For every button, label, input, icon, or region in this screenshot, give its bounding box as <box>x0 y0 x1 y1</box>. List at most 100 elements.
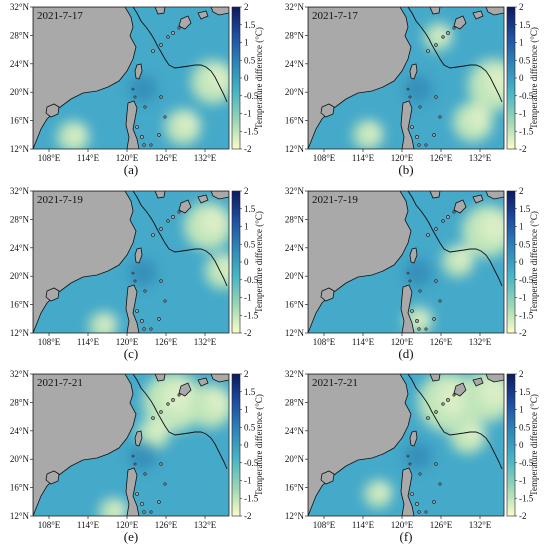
small-island <box>143 472 147 476</box>
small-island <box>434 43 438 47</box>
map-area: 2021-7-17 <box>32 6 230 150</box>
lon-tick-label: 120°E <box>116 337 139 347</box>
small-island <box>424 327 428 331</box>
small-island <box>441 219 445 223</box>
lat-tick-label: 20°N <box>10 454 30 464</box>
luzon-island <box>400 284 415 333</box>
small-island <box>446 398 450 402</box>
small-island <box>163 115 167 119</box>
lon-tick-label: 132°E <box>194 337 217 347</box>
lat-tick-label: 16°N <box>285 300 305 310</box>
kyushu-island <box>453 382 467 397</box>
small-island <box>408 95 412 99</box>
lat-tick-label: 12°N <box>285 144 305 154</box>
small-island <box>438 482 442 486</box>
small-island <box>441 35 445 39</box>
colorbar-title: Temperature difference (°C) <box>529 211 539 313</box>
warm-anomaly-field <box>89 202 229 333</box>
lat-tick-label: 24°N <box>285 243 305 253</box>
shikoku-island <box>197 10 209 20</box>
colorbar-tick-label: 1.5 <box>244 204 256 214</box>
small-island <box>135 492 139 496</box>
small-island <box>131 454 135 458</box>
map-area: 2021-7-21 <box>32 373 230 517</box>
lat-tick-label: 32°N <box>10 2 30 12</box>
small-island <box>149 143 153 147</box>
honshu-island <box>210 7 229 16</box>
lat-tick-label: 32°N <box>10 369 30 379</box>
colorbar-tick-label: 0 <box>519 73 524 83</box>
korea-coast <box>154 374 166 382</box>
map-frame <box>307 373 505 517</box>
small-island <box>159 227 163 231</box>
small-island <box>149 327 153 331</box>
korea-coast <box>429 7 441 15</box>
lat-tick-label: 32°N <box>285 369 305 379</box>
small-island <box>446 31 450 35</box>
map-area: 2021-7-19 <box>32 190 230 334</box>
small-island <box>166 402 170 406</box>
lon-tick-label: 108°E <box>38 153 61 163</box>
luzon-island <box>125 284 140 333</box>
korea-coast <box>429 374 441 382</box>
small-island <box>140 502 144 506</box>
colorbar-tick-label: -0.5 <box>519 458 534 468</box>
lon-tick-label: 108°E <box>38 520 61 530</box>
small-island <box>418 105 422 109</box>
small-island <box>131 87 135 91</box>
lon-tick-label: 132°E <box>469 153 492 163</box>
korea-coast <box>154 7 166 15</box>
small-island <box>417 327 421 331</box>
small-island <box>410 125 414 129</box>
small-island <box>140 135 144 139</box>
small-island <box>157 133 161 137</box>
colorbar-tick-label: 2 <box>519 186 524 196</box>
colorbar-tick-label: 0.5 <box>244 422 256 432</box>
map-panel: 2021-7-21 32°N 28°N 24°N 20°N 16°N 12°N 108°E 11… <box>275 367 550 551</box>
typhoon-track <box>407 191 503 287</box>
warm-anomaly-field <box>353 23 504 149</box>
lon-tick-label: 114°E <box>352 337 375 347</box>
colorbar-tick-label: 1.5 <box>519 387 531 397</box>
lat-tick-label: 12°N <box>10 328 30 338</box>
honshu-island <box>210 191 229 200</box>
colorbar-title: Temperature difference (°C) <box>529 394 539 496</box>
lon-tick-label: 114°E <box>77 337 100 347</box>
shikoku-island <box>472 194 484 204</box>
small-island <box>432 500 436 504</box>
panel-caption: (a) <box>123 162 139 177</box>
map-panel: 2021-7-17 32°N 28°N 24°N 20°N 16°N 12°N 108°E 11… <box>275 0 550 184</box>
small-island <box>452 26 456 30</box>
mainland-landmass <box>308 191 412 333</box>
typhoon-track <box>132 374 228 470</box>
small-island <box>151 49 155 53</box>
small-island <box>434 227 438 231</box>
colorbar-tick-label: -1.5 <box>519 126 534 136</box>
lon-tick-label: 120°E <box>391 337 414 347</box>
panel-date-label: 2021-7-19 <box>312 194 358 206</box>
lat-tick-label: 20°N <box>285 87 305 97</box>
colorbar-tick-label: 0 <box>519 257 524 267</box>
small-island <box>418 472 422 476</box>
colorbar-tick-label: -2 <box>519 328 527 338</box>
taiwan-island <box>409 247 418 264</box>
small-island <box>151 233 155 237</box>
colorbar-tick-label: -2 <box>519 511 527 521</box>
map-panel: 2021-7-21 32°N 28°N 24°N 20°N 16°N 12°N 108°E 11… <box>0 367 275 551</box>
small-island <box>157 500 161 504</box>
map-area: 2021-7-19 <box>307 190 505 334</box>
colorbar-tick-label: 1 <box>519 38 524 48</box>
small-island <box>452 210 456 214</box>
small-island <box>133 462 137 466</box>
map-panel: 2021-7-17 32°N 28°N 24°N 20°N 16°N 12°N 108°E 11… <box>0 0 275 184</box>
small-island <box>434 410 438 414</box>
lon-tick-label: 126°E <box>430 337 453 347</box>
lat-tick-label: 20°N <box>10 271 30 281</box>
colorbar-tick-label: -0.5 <box>244 458 259 468</box>
colorbar-tick-label: 1.5 <box>244 387 256 397</box>
small-island <box>133 279 137 283</box>
colorbar-tick-label: 0.5 <box>519 239 531 249</box>
map-panel: 2021-7-19 32°N 28°N 24°N 20°N 16°N 12°N 108°E 11… <box>0 184 275 368</box>
kyushu-island <box>453 15 467 30</box>
